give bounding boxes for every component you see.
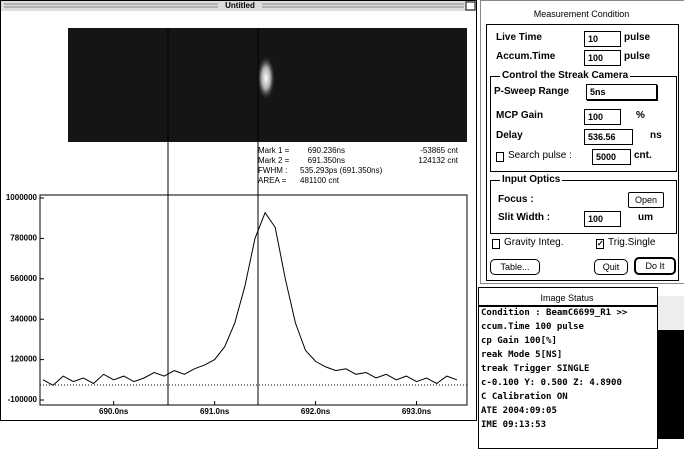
y-tick-label: 120000: [10, 355, 37, 364]
live-time-field[interactable]: 10: [584, 31, 621, 47]
trig-checkbox[interactable]: ✓: [596, 239, 604, 249]
status-divider: [478, 305, 658, 307]
zoom-box[interactable]: [465, 1, 476, 11]
do-it-button[interactable]: Do It: [634, 257, 676, 275]
unit: cnt.: [634, 150, 652, 161]
status-line: reak Mode 5[NS]: [481, 350, 563, 360]
open-button[interactable]: Open: [628, 192, 664, 208]
search-field[interactable]: 5000: [592, 149, 631, 165]
x-tick-label: 690.0ns: [99, 407, 129, 416]
group-title: Control the Streak Camera: [500, 70, 631, 82]
label: Delay: [496, 130, 523, 141]
y-tick-label: -100000: [8, 395, 38, 404]
label: Gravity Integ.: [504, 237, 564, 248]
status-line: C Calibration ON: [481, 392, 568, 402]
status-line: IME 09:13:53: [481, 420, 547, 430]
label: Slit Width :: [498, 212, 551, 223]
readout-text: 481100 cnt: [300, 176, 340, 185]
x-tick-label: 691.0ns: [200, 407, 230, 416]
label: Accum.Time: [496, 51, 556, 62]
background-window: [657, 330, 684, 439]
search-checkbox[interactable]: [496, 152, 504, 162]
unit: %: [636, 110, 645, 121]
unit: pulse: [624, 51, 651, 62]
x-tick-label: 693.0ns: [402, 407, 432, 416]
label: Live Time: [496, 32, 542, 43]
y-tick-label: 780000: [10, 234, 37, 243]
measurement-window: [480, 0, 684, 284]
trace: [42, 211, 458, 386]
streak-spot: [257, 56, 275, 100]
y-tick-label: 340000: [10, 314, 37, 323]
y-tick-label: 1000000: [6, 193, 38, 202]
readout-text: Mark 2 =: [258, 156, 290, 165]
slit-width-field[interactable]: 100: [584, 211, 621, 227]
x-tick-label: 692.0ns: [301, 407, 331, 416]
label: Trig.Single: [608, 237, 656, 248]
readout-text: 124132 cnt: [418, 156, 458, 165]
unit: ns: [650, 130, 662, 141]
quit-button[interactable]: Quit: [594, 259, 628, 275]
sweep-range-menu[interactable]: 5ns: [586, 84, 657, 100]
label: Search pulse :: [508, 150, 572, 161]
delay-field[interactable]: 536.56: [584, 129, 633, 145]
status-line: treak Trigger SINGLE: [481, 364, 590, 374]
table-button[interactable]: Table...: [490, 259, 540, 275]
readout-text: 690.236ns: [308, 146, 345, 155]
readout-text: Mark 1 =: [258, 146, 290, 155]
status-line: Condition : BeamC6699_R1 >>: [481, 308, 628, 318]
group-title: Input Optics: [500, 174, 563, 186]
status-line: ATE 2004:09:05: [481, 406, 557, 416]
measurement-title: Measurement Condition: [533, 9, 630, 19]
readout-text: 691.350ns: [308, 156, 345, 165]
plot-window: Untitled Mark 1 = 690.236ns -53865 cnt Mark…: [0, 0, 477, 421]
readout-text: FWHM :: [258, 166, 287, 175]
optics-group: [490, 180, 677, 234]
plot-frame: [39, 194, 468, 406]
accum-time-field[interactable]: 100: [584, 50, 621, 66]
status-line: ccum.Time 100 pulse: [481, 322, 584, 332]
label: Focus :: [498, 194, 534, 205]
gravity-checkbox[interactable]: [492, 239, 500, 249]
readout-text: AREA =: [258, 176, 287, 185]
status-line: cp Gain 100[%]: [481, 336, 557, 346]
mcp-gain-field[interactable]: 100: [584, 109, 621, 125]
window-title: Untitled: [225, 1, 255, 10]
title-bar: [1, 1, 476, 11]
measurement-panel: [486, 24, 679, 281]
readout-text: -53865 cnt: [420, 146, 459, 155]
y-tick-label: 560000: [10, 274, 37, 283]
label: MCP Gain: [496, 110, 544, 121]
label: P-Sweep Range: [494, 86, 570, 97]
status-title: Image Status: [540, 293, 594, 303]
readout-text: 535.293ps (691.350ns): [300, 166, 383, 175]
background-window: [657, 296, 684, 330]
status-line: c-0.100 Y: 0.500 Z: 4.8900: [481, 378, 622, 388]
unit: um: [638, 212, 653, 223]
unit: pulse: [624, 32, 651, 43]
